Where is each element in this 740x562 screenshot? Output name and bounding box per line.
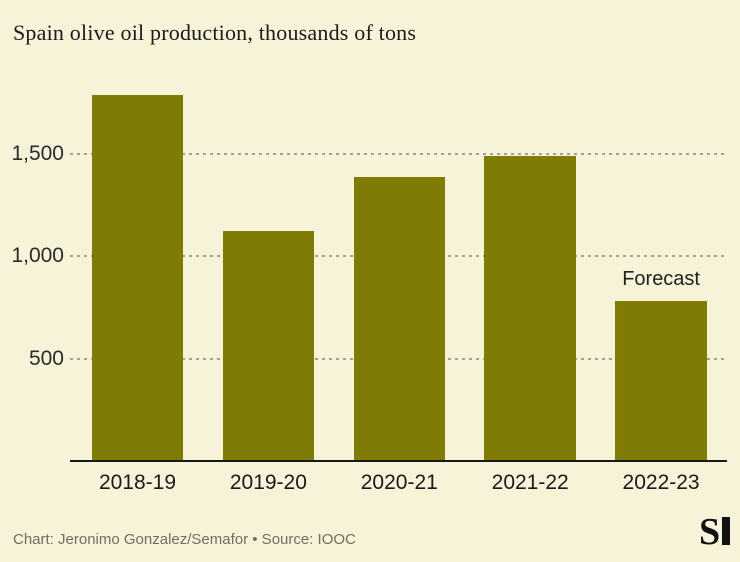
bar-2021-22	[484, 156, 576, 461]
x-tick-label: 2021-22	[491, 471, 569, 494]
x-tick-label: 2022-23	[622, 471, 700, 494]
logo-bar-glyph	[722, 517, 730, 545]
bar-2020-21	[353, 176, 446, 461]
x-tick-label: 2019-20	[229, 471, 307, 494]
y-tick-label: 1,000	[11, 244, 64, 268]
bar-2019-20	[222, 230, 315, 461]
x-axis-line	[70, 460, 727, 462]
forecast-annotation: Forecast	[622, 268, 700, 291]
bar-2018-19	[91, 94, 184, 461]
y-tick-label: 500	[28, 346, 64, 370]
chart-credit: Chart: Jeronimo Gonzalez/Semafor • Sourc…	[13, 531, 356, 548]
semafor-logo: S	[700, 516, 730, 546]
logo-s-glyph: S	[700, 516, 720, 546]
gridline-1500	[70, 153, 727, 156]
bar-2022-23	[615, 301, 707, 461]
y-tick-label: 1,500	[11, 142, 64, 166]
x-tick-label: 2020-21	[360, 471, 438, 494]
x-tick-label: 2018-19	[98, 471, 177, 494]
chart-title: Spain olive oil production, thousands of…	[13, 20, 417, 45]
